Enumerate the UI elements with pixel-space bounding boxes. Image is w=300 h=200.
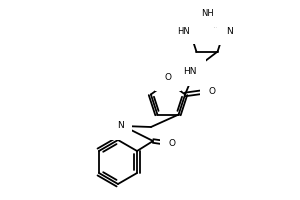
Text: NH: NH: [202, 9, 214, 19]
Text: N: N: [117, 121, 123, 130]
Text: O: O: [169, 138, 176, 148]
Text: N: N: [226, 27, 232, 36]
Text: S: S: [196, 6, 201, 15]
Text: HN: HN: [178, 27, 190, 36]
Text: HN: HN: [183, 68, 197, 76]
Text: O: O: [208, 87, 216, 96]
Text: O: O: [164, 72, 172, 82]
